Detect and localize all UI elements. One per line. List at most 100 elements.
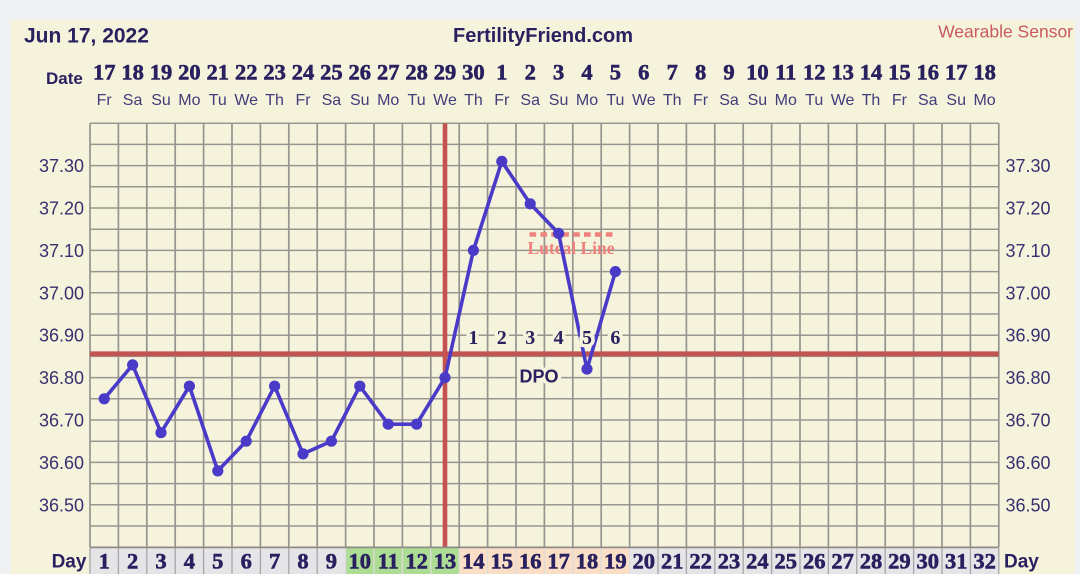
svg-text:8: 8 xyxy=(297,549,308,574)
svg-text:20: 20 xyxy=(178,60,201,85)
svg-text:We: We xyxy=(831,92,855,109)
svg-text:4: 4 xyxy=(184,549,195,574)
svg-text:22: 22 xyxy=(689,549,712,574)
svg-text:6: 6 xyxy=(638,60,649,85)
svg-text:20: 20 xyxy=(633,549,656,574)
svg-text:18: 18 xyxy=(121,60,144,85)
svg-text:17: 17 xyxy=(93,60,116,85)
svg-text:Day: Day xyxy=(1004,552,1039,573)
svg-text:28: 28 xyxy=(860,549,883,574)
svg-text:21: 21 xyxy=(661,549,684,574)
svg-text:36.90: 36.90 xyxy=(1006,326,1051,346)
svg-text:Tu: Tu xyxy=(805,92,823,109)
svg-text:37.00: 37.00 xyxy=(1006,283,1051,303)
svg-text:1: 1 xyxy=(496,60,507,85)
svg-text:23: 23 xyxy=(263,60,286,85)
svg-text:36.80: 36.80 xyxy=(1006,368,1051,388)
svg-text:1: 1 xyxy=(468,327,478,349)
svg-text:21: 21 xyxy=(207,60,230,85)
svg-text:Fr: Fr xyxy=(295,92,311,109)
svg-text:29: 29 xyxy=(434,60,457,85)
svg-text:3: 3 xyxy=(553,60,564,85)
svg-text:27: 27 xyxy=(831,549,854,574)
svg-text:Sa: Sa xyxy=(322,92,342,109)
svg-text:Tu: Tu xyxy=(408,92,426,109)
svg-text:Th: Th xyxy=(862,92,881,109)
svg-text:Jun 17, 2022: Jun 17, 2022 xyxy=(24,25,149,48)
svg-text:Th: Th xyxy=(265,92,284,109)
svg-text:3: 3 xyxy=(525,327,535,349)
svg-text:2: 2 xyxy=(497,327,507,349)
svg-text:5: 5 xyxy=(582,327,592,349)
svg-text:We: We xyxy=(632,92,656,109)
svg-text:19: 19 xyxy=(150,60,173,85)
svg-text:Day: Day xyxy=(52,552,87,573)
svg-text:36.80: 36.80 xyxy=(39,368,84,388)
svg-text:Th: Th xyxy=(464,92,483,109)
svg-text:30: 30 xyxy=(462,60,485,85)
svg-text:4: 4 xyxy=(554,327,564,349)
svg-text:Su: Su xyxy=(748,92,768,109)
svg-text:Tu: Tu xyxy=(606,92,624,109)
svg-text:36.60: 36.60 xyxy=(1006,453,1051,473)
svg-text:37.00: 37.00 xyxy=(39,283,84,303)
svg-text:Fr: Fr xyxy=(892,92,908,109)
svg-text:11: 11 xyxy=(378,549,399,574)
svg-text:15: 15 xyxy=(888,60,911,85)
svg-text:Mo: Mo xyxy=(178,92,200,109)
svg-text:Wearable Sensor: Wearable Sensor xyxy=(938,22,1073,42)
svg-text:Sa: Sa xyxy=(719,92,739,109)
svg-text:Tu: Tu xyxy=(209,92,227,109)
svg-text:Su: Su xyxy=(946,92,966,109)
svg-text:13: 13 xyxy=(434,549,457,574)
svg-text:23: 23 xyxy=(718,549,741,574)
svg-text:DPO: DPO xyxy=(519,367,558,387)
svg-text:36.70: 36.70 xyxy=(39,411,84,431)
svg-text:FertilityFriend.com: FertilityFriend.com xyxy=(453,25,633,47)
svg-text:16: 16 xyxy=(519,549,542,574)
svg-text:37.30: 37.30 xyxy=(1006,156,1051,176)
svg-text:37.10: 37.10 xyxy=(39,241,84,261)
svg-text:1: 1 xyxy=(99,549,110,574)
svg-text:2: 2 xyxy=(127,549,138,574)
svg-text:Mo: Mo xyxy=(973,92,995,109)
svg-text:Mo: Mo xyxy=(775,92,797,109)
svg-text:Sa: Sa xyxy=(520,92,540,109)
svg-text:9: 9 xyxy=(723,60,734,85)
svg-text:37.30: 37.30 xyxy=(39,156,84,176)
svg-text:18: 18 xyxy=(973,60,996,85)
svg-text:5: 5 xyxy=(212,549,223,574)
svg-text:Su: Su xyxy=(350,92,370,109)
svg-text:Fr: Fr xyxy=(97,92,113,109)
svg-text:36.50: 36.50 xyxy=(39,495,84,515)
svg-text:10: 10 xyxy=(349,549,372,574)
svg-text:31: 31 xyxy=(945,549,968,574)
svg-text:Fr: Fr xyxy=(494,92,510,109)
svg-text:26: 26 xyxy=(803,549,826,574)
svg-text:Fr: Fr xyxy=(693,92,709,109)
svg-text:8: 8 xyxy=(695,60,706,85)
svg-text:13: 13 xyxy=(831,60,854,85)
svg-text:25: 25 xyxy=(775,549,798,574)
svg-text:36.60: 36.60 xyxy=(39,453,84,473)
svg-text:22: 22 xyxy=(235,60,258,85)
svg-text:Th: Th xyxy=(663,92,682,109)
svg-text:6: 6 xyxy=(610,327,620,349)
svg-text:37.10: 37.10 xyxy=(1006,241,1051,261)
svg-text:17: 17 xyxy=(547,549,570,574)
svg-text:9: 9 xyxy=(326,549,337,574)
svg-text:Mo: Mo xyxy=(377,92,399,109)
svg-text:We: We xyxy=(234,92,258,109)
svg-text:37.20: 37.20 xyxy=(1006,199,1051,219)
svg-text:24: 24 xyxy=(746,549,769,574)
svg-text:5: 5 xyxy=(610,60,621,85)
svg-text:Sa: Sa xyxy=(918,92,938,109)
svg-text:2: 2 xyxy=(525,60,536,85)
svg-text:15: 15 xyxy=(491,549,514,574)
svg-text:Luteal Line: Luteal Line xyxy=(527,238,614,258)
svg-text:36.90: 36.90 xyxy=(39,326,84,346)
svg-text:24: 24 xyxy=(292,60,315,85)
svg-text:30: 30 xyxy=(917,549,940,574)
svg-text:28: 28 xyxy=(405,60,428,85)
svg-text:36.70: 36.70 xyxy=(1006,411,1051,431)
